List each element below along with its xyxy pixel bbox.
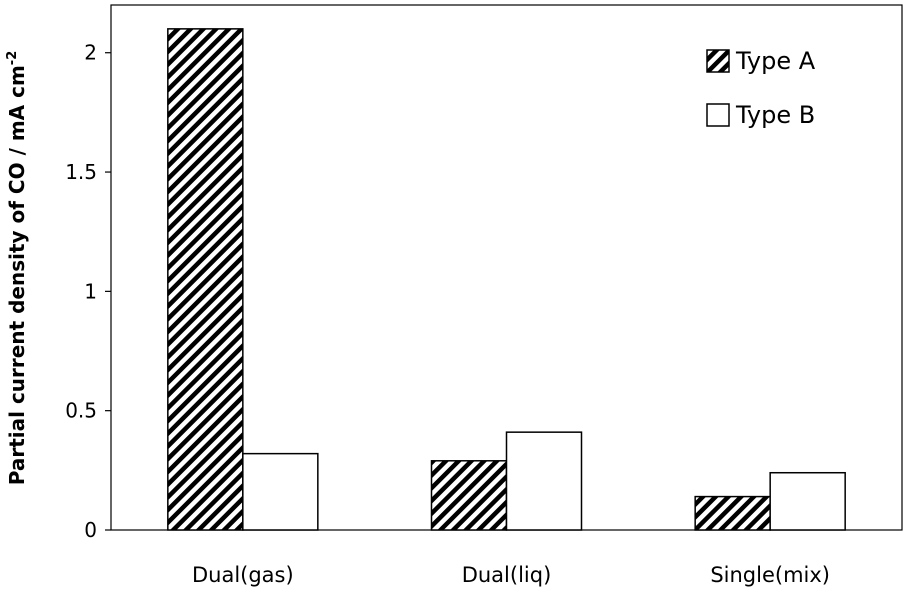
y-axis: 0 0.5 1 1.5 2: [65, 41, 111, 542]
bars-group: [167, 28, 846, 531]
legend-swatch: [706, 103, 730, 127]
legend-swatch: [706, 49, 730, 73]
y-tick-label: 1.5: [65, 160, 97, 184]
bar-type-a: [167, 28, 244, 531]
y-tick-label: 1: [84, 279, 97, 303]
legend: Type A Type B: [706, 47, 816, 129]
x-category-label: Single(mix): [710, 563, 830, 587]
bar-type-a: [430, 460, 508, 531]
bar-type-a: [694, 495, 771, 531]
x-axis-labels: Dual(gas) Dual(liq) Single(mix): [192, 563, 830, 587]
y-tick-label: 0: [84, 518, 97, 542]
legend-label: Type B: [735, 101, 815, 129]
y-axis-title-superscript: -2: [5, 51, 20, 65]
bar-type-b: [242, 452, 319, 531]
y-tick-label: 2: [84, 41, 97, 65]
y-tick-label: 0.5: [65, 399, 97, 423]
y-axis-title: Partial current density of CO / mA cm-2: [5, 51, 29, 486]
bar-type-b: [505, 431, 583, 531]
y-axis-title-main: Partial current density of CO / mA cm: [5, 65, 29, 485]
x-category-label: Dual(liq): [462, 563, 552, 587]
legend-label: Type A: [735, 47, 816, 75]
bar-type-b: [769, 471, 846, 531]
x-category-label: Dual(gas): [192, 563, 294, 587]
